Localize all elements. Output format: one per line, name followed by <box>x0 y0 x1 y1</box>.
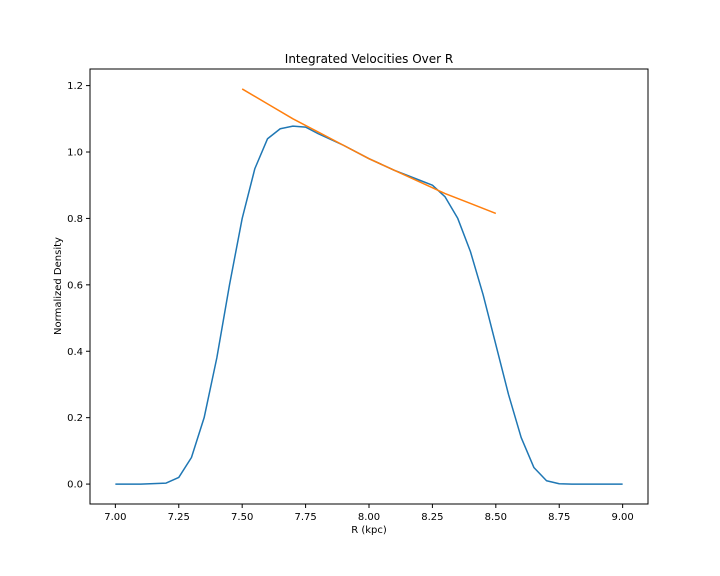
x-tick-label: 7.75 <box>294 512 316 523</box>
x-tick-label: 8.75 <box>548 512 570 523</box>
y-axis: 0.0 0.2 0.4 0.6 0.8 1.0 1.2 <box>67 81 90 491</box>
x-tick-label: 9.00 <box>612 512 634 523</box>
y-tick-label: 0.4 <box>67 347 83 358</box>
chart-title: Integrated Velocities Over R <box>285 52 453 66</box>
y-tick-label: 0.6 <box>67 280 83 291</box>
y-tick-label: 1.2 <box>67 81 83 92</box>
x-axis-label: R (kpc) <box>351 525 387 536</box>
y-tick-label: 1.0 <box>67 148 83 159</box>
x-axis: 7.00 7.25 7.50 7.75 8.00 8.25 8.50 8.75 9.00 <box>104 504 634 523</box>
x-tick-label: 8.00 <box>358 512 380 523</box>
plot-area <box>115 88 623 485</box>
x-tick-label: 8.50 <box>485 512 507 523</box>
series-line-2 <box>241 88 497 215</box>
y-tick-label: 0.0 <box>67 480 83 491</box>
x-tick-label: 7.50 <box>231 512 253 523</box>
x-tick-label: 8.25 <box>421 512 443 523</box>
y-tick-label: 0.8 <box>67 214 83 225</box>
x-tick-label: 7.00 <box>104 512 126 523</box>
y-tick-label: 0.2 <box>67 413 83 424</box>
x-tick-label: 7.25 <box>168 512 190 523</box>
y-axis-label: Normalized Density <box>53 237 64 335</box>
